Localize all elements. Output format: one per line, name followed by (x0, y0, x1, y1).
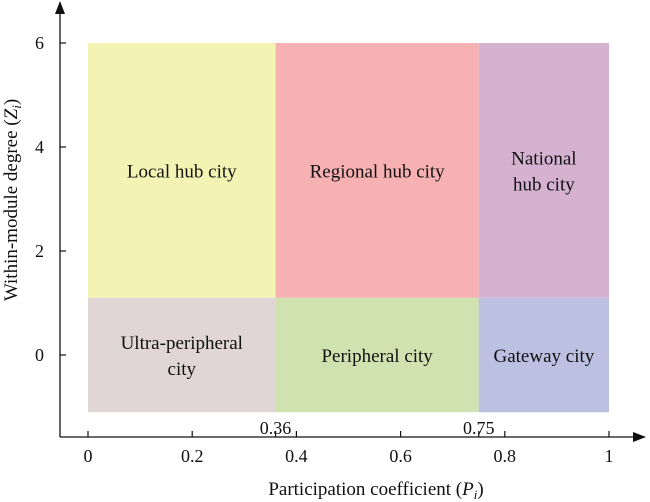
region-label-ultra-peripheral: Ultra-peripheral (121, 333, 243, 354)
region-label-regional-hub: Regional hub city (310, 161, 446, 182)
x-tick-label: 0.6 (389, 446, 412, 466)
region-label-national-hub: hub city (513, 174, 575, 195)
y-tick-label: 4 (35, 137, 44, 157)
x-tick-label: 0.2 (181, 446, 204, 466)
x-axis-title: Participation coefficient (Pi) (268, 479, 483, 502)
y-tick-label: 2 (35, 241, 44, 261)
region-regional-hub (275, 43, 479, 298)
threshold-label: 0.75 (463, 418, 495, 438)
x-tick-label: 0.4 (285, 446, 308, 466)
x-tick-label: 1 (605, 446, 614, 466)
y-tick-label: 0 (35, 345, 44, 365)
region-peripheral (275, 297, 479, 413)
x-tick-label: 0 (84, 446, 93, 466)
region-ultra-peripheral (88, 297, 276, 413)
y-axis-title: Within-module degree (Zi) (1, 99, 24, 301)
threshold-label: 0.36 (260, 418, 292, 438)
region-label-local-hub: Local hub city (127, 161, 237, 182)
x-axis-arrow (633, 432, 646, 442)
labels-layer: Local hub city Regional hub city National h… (121, 148, 595, 380)
regions-layer (88, 43, 609, 413)
region-label-gateway: Gateway city (493, 346, 594, 367)
region-label-ultra-peripheral: city (168, 359, 197, 380)
y-tick-label: 6 (35, 33, 44, 53)
x-tick-label: 0.8 (494, 446, 517, 466)
region-label-peripheral: Peripheral city (321, 346, 433, 367)
region-gateway (478, 297, 609, 413)
y-axis-arrow (55, 1, 65, 14)
region-national-hub (478, 43, 609, 298)
region-local-hub (88, 43, 276, 298)
region-label-national-hub: National (511, 148, 576, 169)
